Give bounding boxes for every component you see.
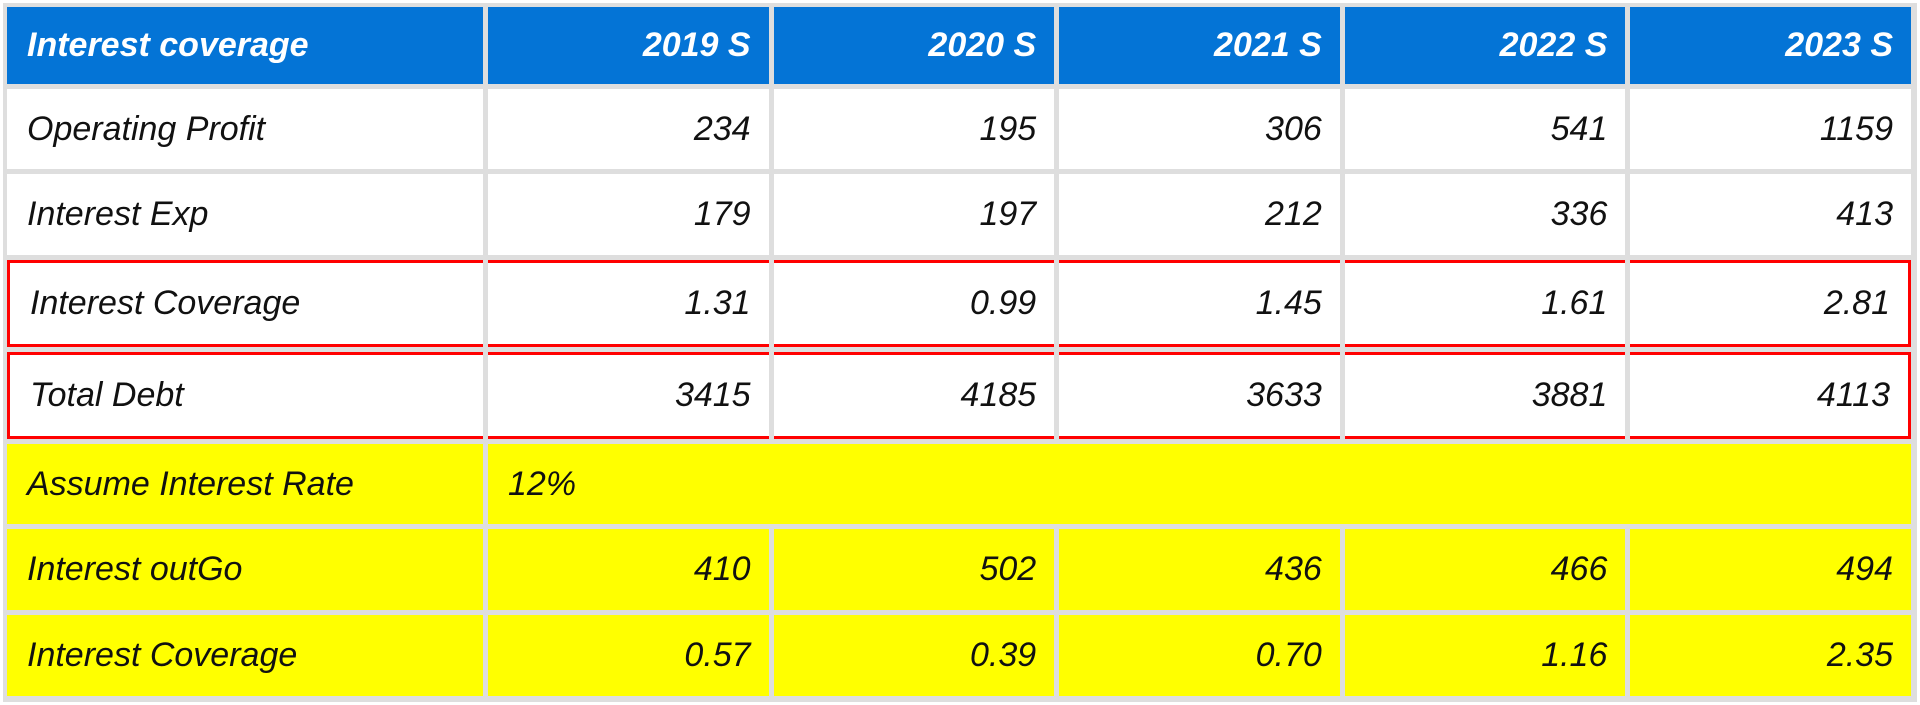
cell: 234: [488, 88, 769, 170]
interest-rate-value: 12%: [488, 443, 1911, 525]
table-row-total-debt: Total Debt 3415 4185 3633 3881 4113: [7, 351, 1911, 439]
cell: 413: [1630, 174, 1911, 256]
column-header: 2022 S: [1344, 7, 1626, 84]
cell: 1.31: [488, 260, 769, 347]
cell: 1.16: [1344, 615, 1626, 696]
cell: 179: [488, 174, 769, 256]
cell: 2.35: [1630, 615, 1911, 696]
table-row-interest-outgo: Interest outGo 410 502 436 466 494: [7, 529, 1911, 611]
cell: 4185: [773, 351, 1055, 439]
row-label: Interest outGo: [7, 529, 483, 611]
cell: 1159: [1630, 88, 1911, 170]
cell: 212: [1059, 174, 1340, 256]
table-row-assumed-interest-coverage: Interest Coverage 0.57 0.39 0.70 1.16 2.…: [7, 615, 1911, 696]
cell: 541: [1344, 88, 1626, 170]
cell: 494: [1630, 529, 1911, 611]
cell: 1.61: [1344, 260, 1626, 347]
table-row-interest-coverage: Interest Coverage 1.31 0.99 1.45 1.61 2.…: [7, 260, 1911, 347]
table-row-operating-profit: Operating Profit 234 195 306 541 1159: [7, 88, 1911, 170]
interest-coverage-table: Interest coverage 2019 S 2020 S 2021 S 2…: [3, 3, 1917, 702]
cell: 0.39: [773, 615, 1055, 696]
table-row-assume-interest-rate: Assume Interest Rate 12%: [7, 443, 1911, 525]
row-label: Interest Coverage: [7, 260, 483, 347]
cell: 3415: [488, 351, 769, 439]
cell: 197: [773, 174, 1055, 256]
row-label: Assume Interest Rate: [7, 443, 483, 525]
cell: 3633: [1059, 351, 1340, 439]
table-title: Interest coverage: [7, 7, 483, 84]
cell: 436: [1059, 529, 1340, 611]
cell: 4113: [1630, 351, 1911, 439]
cell: 3881: [1344, 351, 1626, 439]
table-row-interest-exp: Interest Exp 179 197 212 336 413: [7, 174, 1911, 256]
cell: 0.57: [488, 615, 769, 696]
cell: 466: [1344, 529, 1626, 611]
cell: 1.45: [1059, 260, 1340, 347]
cell: 502: [773, 529, 1055, 611]
cell: 195: [773, 88, 1055, 170]
cell: 410: [488, 529, 769, 611]
row-label: Interest Coverage: [7, 615, 483, 696]
column-header: 2021 S: [1059, 7, 1340, 84]
row-label: Total Debt: [7, 351, 483, 439]
column-header: 2020 S: [773, 7, 1055, 84]
cell: 0.70: [1059, 615, 1340, 696]
cell: 0.99: [773, 260, 1055, 347]
header-row: Interest coverage 2019 S 2020 S 2021 S 2…: [7, 7, 1911, 84]
row-label: Operating Profit: [7, 88, 483, 170]
column-header: 2019 S: [488, 7, 769, 84]
row-label: Interest Exp: [7, 174, 483, 256]
cell: 2.81: [1630, 260, 1911, 347]
column-header: 2023 S: [1630, 7, 1911, 84]
cell: 336: [1344, 174, 1626, 256]
cell: 306: [1059, 88, 1340, 170]
